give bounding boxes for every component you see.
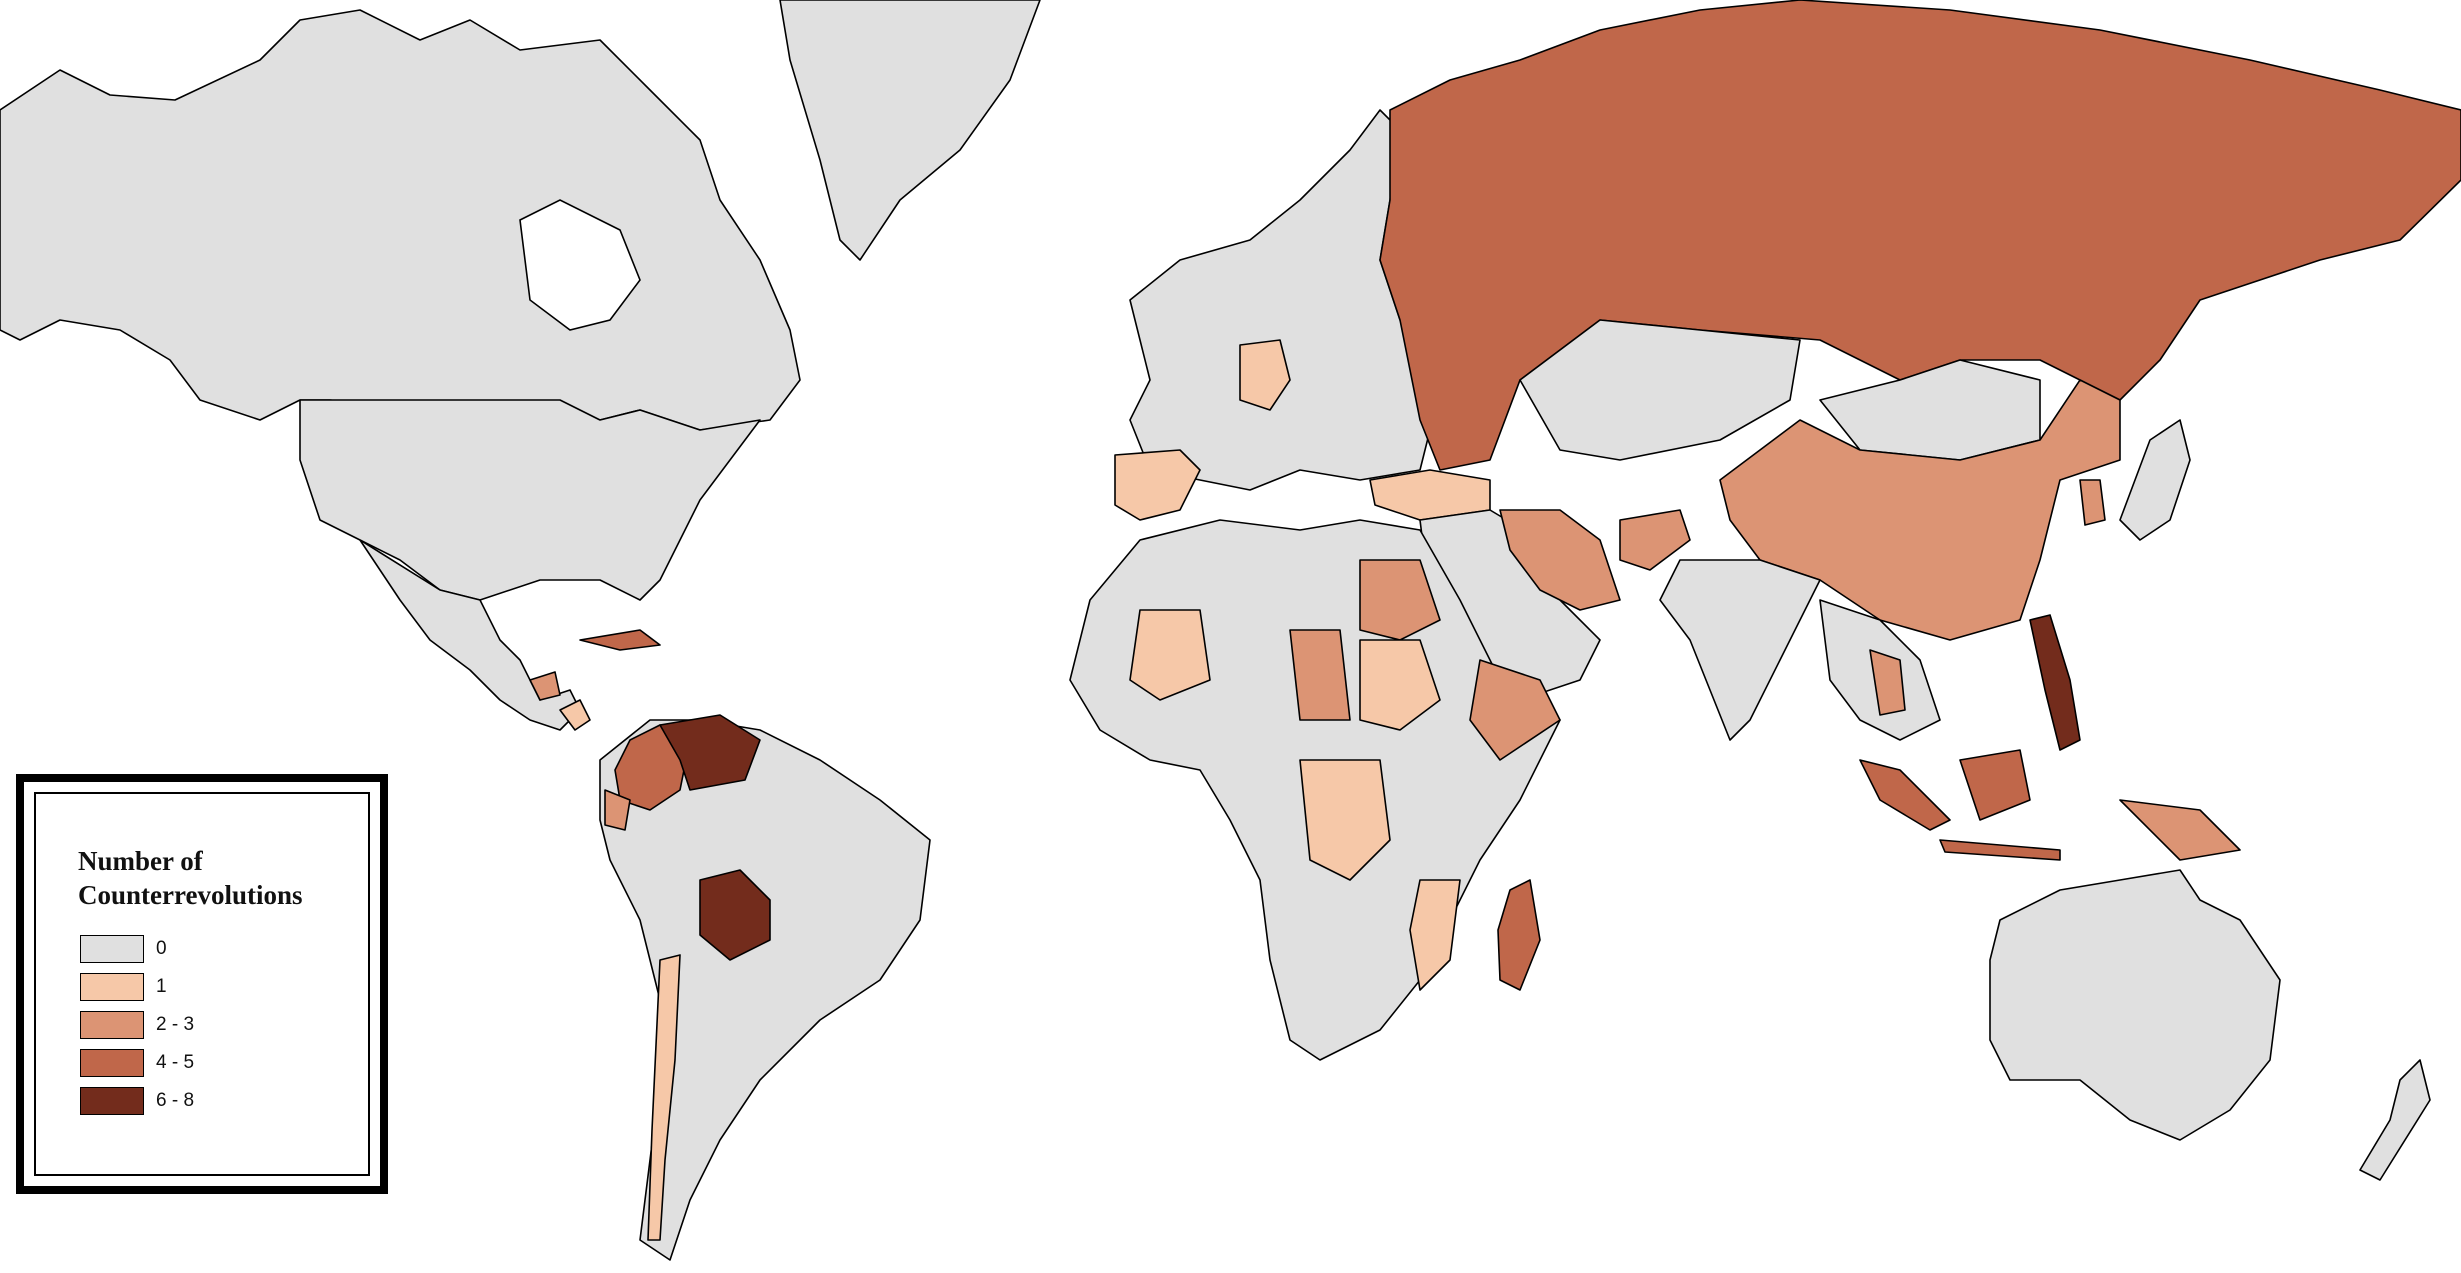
region-greenland xyxy=(779,0,1041,261)
legend-title-line2: Counterrevolutions xyxy=(78,880,303,910)
region-sudan xyxy=(1359,639,1441,731)
region-ethiopia-somalia xyxy=(1469,659,1561,761)
region-cuba xyxy=(579,629,661,651)
legend-swatch xyxy=(80,1049,144,1077)
legend-label: 2 - 3 xyxy=(156,1014,195,1035)
legend-swatch xyxy=(80,1087,144,1115)
legend-label: 0 xyxy=(156,938,167,959)
region-germany xyxy=(1239,339,1291,411)
region-egypt xyxy=(1359,559,1441,641)
region-bolivia xyxy=(699,869,771,961)
region-korea xyxy=(2079,479,2106,526)
region-united-states xyxy=(299,399,761,601)
region-afghanistan xyxy=(1619,509,1691,571)
region-japan xyxy=(2119,419,2191,541)
region-ecuador xyxy=(604,789,631,831)
legend-title-line1: Number of xyxy=(78,846,203,876)
region-south-america xyxy=(599,719,931,1261)
region-philippines xyxy=(2029,614,2081,751)
region-central-america-2 xyxy=(529,671,561,701)
region-mali xyxy=(1129,609,1211,701)
region-indonesia-java xyxy=(1939,839,2061,861)
legend-label: 4 - 5 xyxy=(156,1052,195,1073)
region-congo xyxy=(1299,759,1391,881)
legend-label: 1 xyxy=(156,976,167,997)
hudson-bay xyxy=(519,199,641,331)
region-mozambique xyxy=(1409,879,1461,991)
region-india xyxy=(1659,559,1821,741)
legend-item-4: 6 - 8 xyxy=(80,1084,194,1118)
region-new-guinea xyxy=(2119,799,2241,861)
legend-item-0: 0 xyxy=(80,932,167,966)
legend-title: Number of Counterrevolutions xyxy=(78,844,358,912)
legend-item-1: 1 xyxy=(80,970,167,1004)
region-madagascar xyxy=(1497,879,1541,991)
legend-inner-frame xyxy=(34,792,370,1176)
region-thailand xyxy=(1869,649,1906,716)
legend-swatch xyxy=(80,973,144,1001)
region-chad xyxy=(1289,629,1351,721)
region-chile xyxy=(647,954,681,1241)
region-iran xyxy=(1499,509,1621,611)
legend-label: 6 - 8 xyxy=(156,1090,195,1111)
region-kazakhstan xyxy=(1519,319,1801,461)
legend-swatch xyxy=(80,935,144,963)
legend-swatch xyxy=(80,1011,144,1039)
region-australia xyxy=(1989,869,2281,1141)
region-central-america-1 xyxy=(559,699,591,731)
legend-item-3: 4 - 5 xyxy=(80,1046,194,1080)
region-spain xyxy=(1114,449,1201,521)
region-indonesia-sumatra xyxy=(1859,759,1951,831)
region-canada-alaska xyxy=(0,9,801,441)
legend-item-2: 2 - 3 xyxy=(80,1008,194,1042)
region-new-zealand xyxy=(2359,1059,2431,1181)
legend-box: Number of Counterrevolutions 0 1 2 - 3 4… xyxy=(16,774,388,1194)
region-mongolia xyxy=(1819,359,2041,461)
region-europe xyxy=(1129,109,1431,491)
region-russia xyxy=(1379,0,2461,471)
region-indonesia-borneo xyxy=(1959,749,2031,821)
region-venezuela xyxy=(659,714,761,791)
